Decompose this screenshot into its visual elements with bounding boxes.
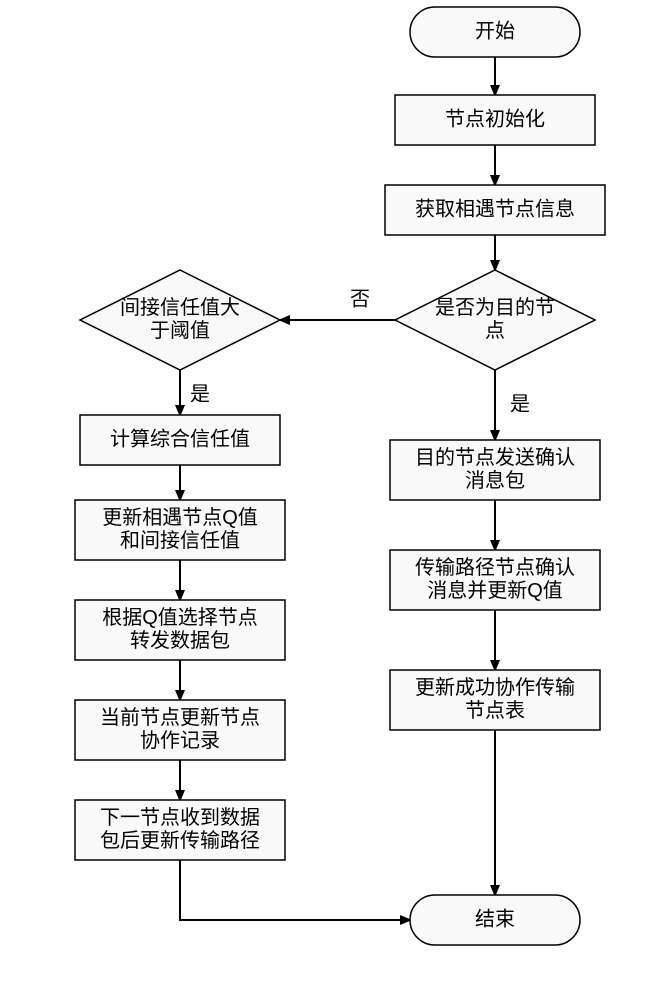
node-isdest: 是否为目的节点	[395, 270, 595, 370]
node-updateq: 更新相遇节点Q值和间接信任值	[75, 500, 285, 560]
node-label: 下一节点收到数据	[100, 806, 260, 829]
node-label: 包后更新传输路径	[100, 829, 260, 852]
node-label: 节点表	[465, 699, 525, 722]
node-label: 更新相遇节点Q值	[102, 506, 258, 529]
node-label: 根据Q值选择节点	[102, 606, 258, 629]
node-label: 计算综合信任值	[110, 427, 250, 450]
node-label: 节点初始化	[445, 107, 545, 130]
node-label: 于阈值	[150, 319, 210, 342]
flow-arrow	[180, 860, 410, 920]
node-indirect: 间接信任值大于阈值	[80, 270, 280, 370]
node-label: 结束	[475, 907, 515, 930]
node-label: 消息包	[465, 469, 525, 492]
node-end: 结束	[410, 895, 580, 945]
node-label: 点	[485, 319, 505, 342]
edge-label: 是	[510, 393, 530, 415]
node-getinfo: 获取相遇节点信息	[385, 185, 605, 235]
node-label: 开始	[475, 19, 515, 42]
node-nextnode: 下一节点收到数据包后更新传输路径	[75, 800, 285, 860]
edge-label: 是	[190, 383, 210, 405]
node-label: 和间接信任值	[120, 529, 240, 552]
edge-label: 否	[350, 288, 370, 310]
node-label: 是否为目的节	[435, 296, 555, 319]
node-pathconf: 传输路径节点确认消息并更新Q值	[390, 550, 600, 610]
node-calc: 计算综合信任值	[80, 415, 280, 465]
node-forward: 根据Q值选择节点转发数据包	[75, 600, 285, 660]
node-label: 传输路径节点确认	[415, 556, 575, 579]
node-init: 节点初始化	[395, 95, 595, 145]
node-label: 转发数据包	[130, 629, 230, 652]
node-label: 目的节点发送确认	[415, 446, 575, 469]
node-label: 当前节点更新节点	[100, 706, 260, 729]
node-label: 获取相遇节点信息	[415, 197, 575, 220]
node-start: 开始	[410, 7, 580, 57]
node-ack: 目的节点发送确认消息包	[390, 440, 600, 500]
node-success: 更新成功协作传输节点表	[390, 670, 600, 730]
node-label: 协作记录	[140, 729, 220, 752]
node-coop: 当前节点更新节点协作记录	[75, 700, 285, 760]
node-label: 消息并更新Q值	[427, 579, 563, 602]
node-label: 更新成功协作传输	[415, 676, 575, 699]
node-label: 间接信任值大	[120, 296, 240, 319]
